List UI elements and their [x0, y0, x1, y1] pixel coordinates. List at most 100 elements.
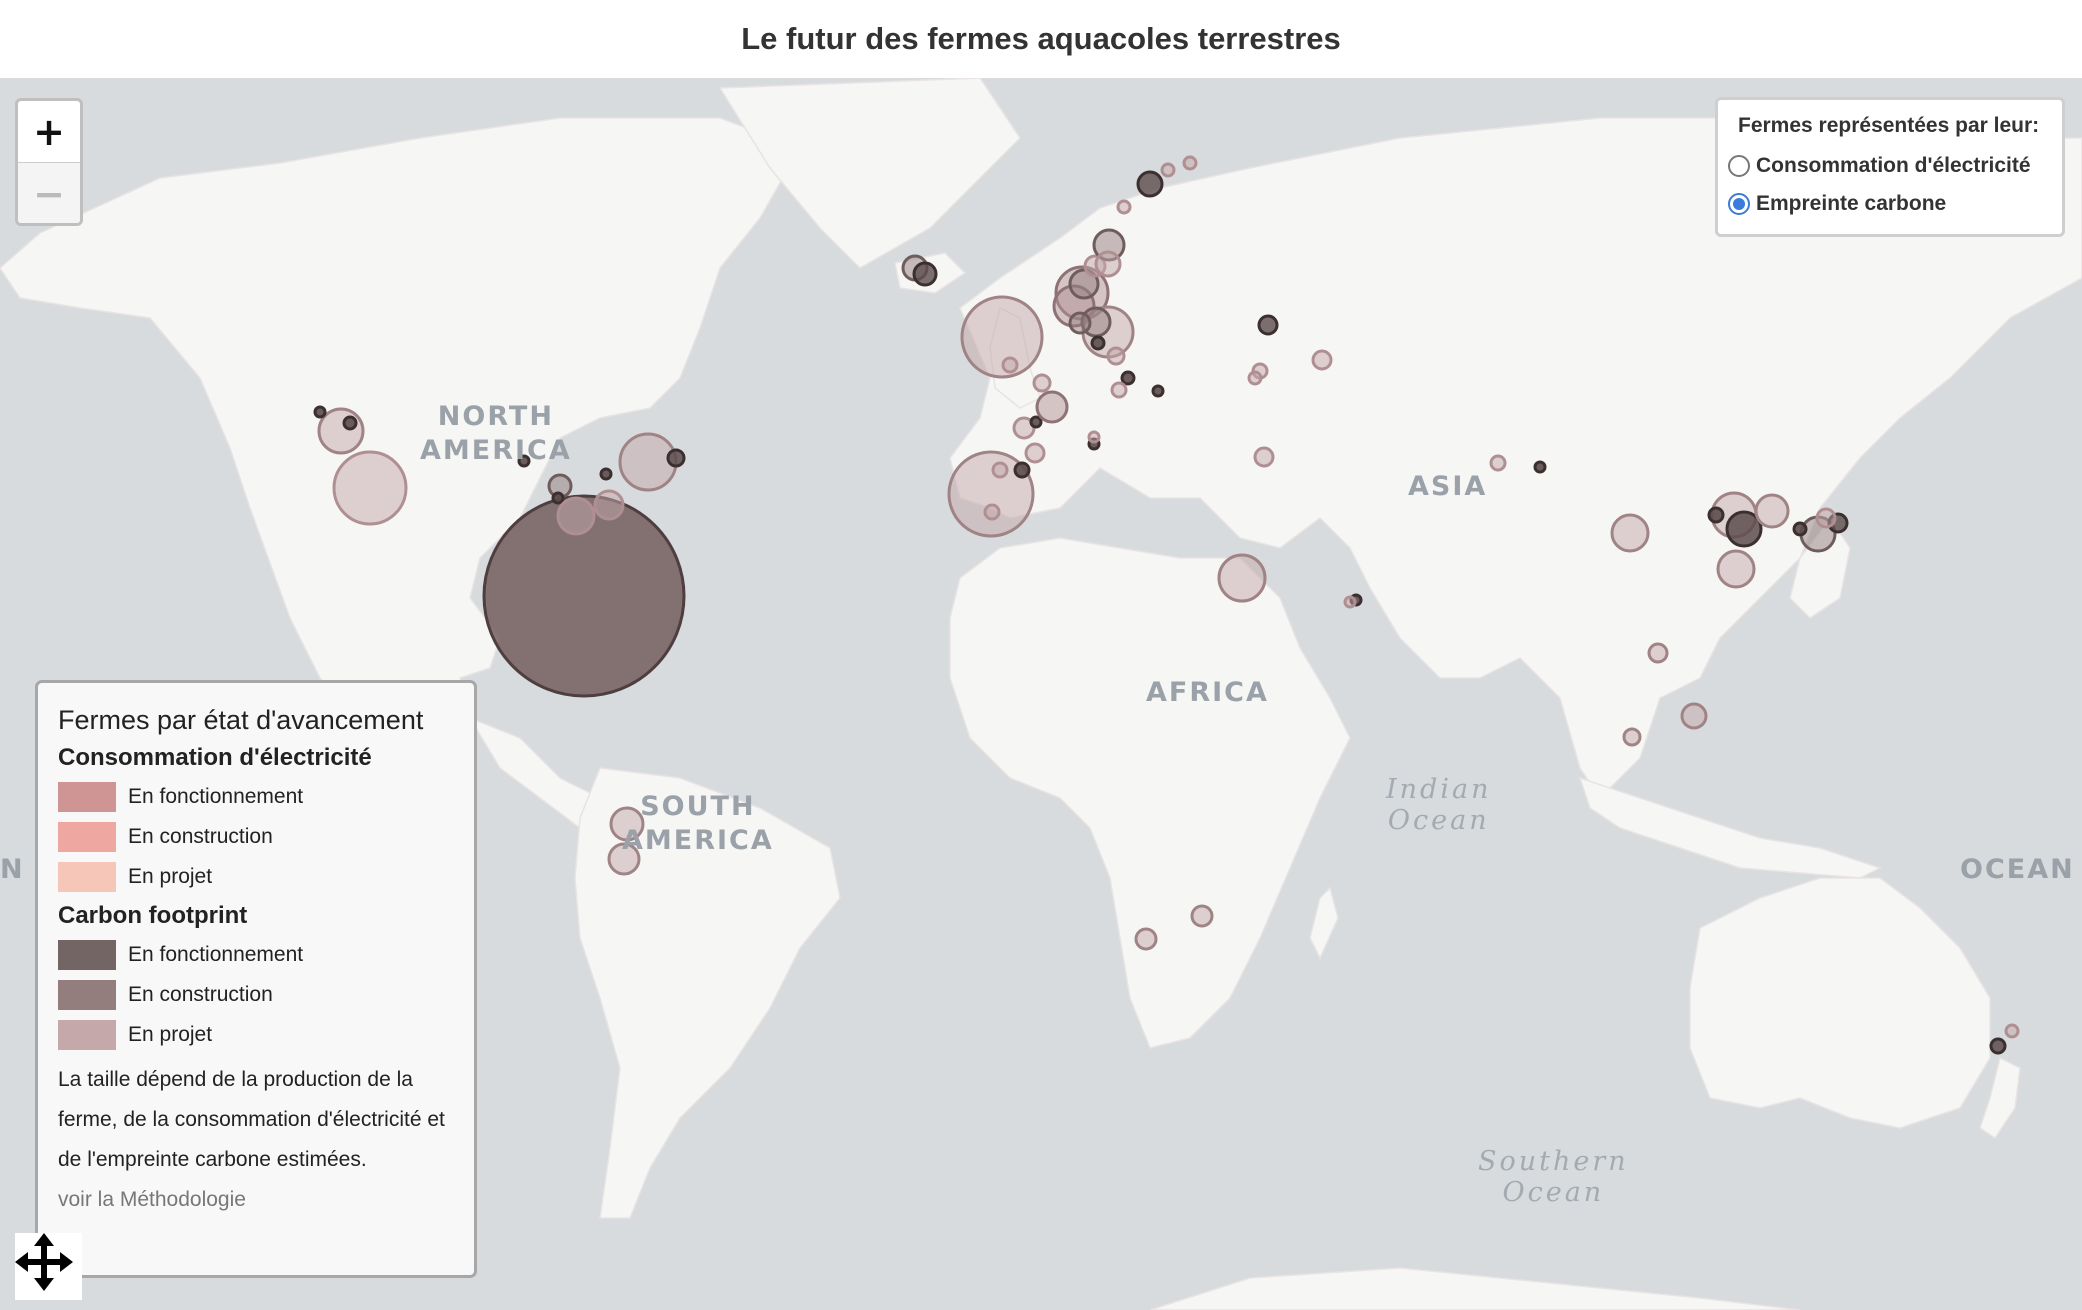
farm-marker [517, 454, 531, 468]
farm-marker [1110, 381, 1128, 399]
label-ocean-left: N [0, 854, 25, 885]
label-southern-ocean: Southern Ocean [1478, 1146, 1629, 1208]
farm-marker [983, 503, 1001, 521]
farm-marker [1754, 493, 1790, 529]
farm-marker [1120, 370, 1136, 386]
farm-marker [1253, 446, 1275, 468]
land-australia [1689, 877, 1991, 1129]
farm-marker [1257, 314, 1279, 336]
farm-marker [1160, 162, 1176, 178]
legend-item-label: En fonctionnement [128, 785, 304, 808]
farm-marker [609, 806, 645, 842]
legend-item-label: En fonctionnement [128, 943, 304, 966]
land-new-zealand [1979, 1056, 2021, 1140]
land-masses [0, 78, 2082, 1310]
farm-marker [1068, 268, 1100, 300]
legend-swatch [58, 980, 116, 1010]
farm-marker [313, 405, 327, 419]
farm-marker [1182, 155, 1198, 171]
legend-swatch [58, 940, 116, 970]
legend-item: En projet [58, 1020, 454, 1050]
farm-marker [1622, 727, 1642, 747]
farm-marker [1489, 454, 1507, 472]
farm-marker [342, 415, 358, 431]
label-indian-ocean: Indian Ocean [1386, 774, 1492, 836]
legend-heading-carbon: Carbon footprint [58, 902, 248, 929]
farm-marker [1190, 904, 1214, 928]
farm-marker [1035, 390, 1069, 424]
land-indonesia [1578, 776, 1882, 879]
farm-marker [1136, 170, 1164, 198]
farm-marker [1032, 373, 1052, 393]
radio-carbon[interactable] [1728, 193, 1750, 215]
farm-marker [912, 261, 938, 287]
farm-marker [1311, 349, 1333, 371]
farm-marker [317, 407, 365, 455]
land-madagascar [1309, 886, 1339, 960]
farm-marker [1001, 356, 1019, 374]
farm-markers [313, 155, 2020, 1055]
legend-item-label: En construction [128, 983, 273, 1006]
farm-marker [1707, 506, 1725, 524]
legend-item: En projet [58, 862, 454, 892]
farm-marker [1068, 311, 1092, 335]
farm-marker [991, 461, 1009, 479]
legend-item-label: En projet [128, 865, 213, 888]
radio-electricity[interactable] [1728, 155, 1750, 177]
land-greenland [718, 78, 1021, 269]
farm-marker [332, 450, 408, 526]
world-map[interactable]: NORTH AMERICA SOUTH AMERICA AFRICA ASIA … [0, 78, 2082, 1310]
map-canvas[interactable] [0, 78, 2082, 1310]
farm-marker [593, 489, 625, 521]
option-carbon-label: Empreinte carbone [1756, 192, 1947, 215]
land-eurasia [949, 117, 2082, 800]
farm-marker [1792, 521, 1808, 537]
farm-marker [1716, 549, 1756, 589]
representation-toggle: Fermes représentées par leur: Consommati… [1715, 97, 2065, 237]
zoom-control: + − [15, 98, 83, 226]
land-north-america [0, 117, 802, 780]
option-carbon[interactable]: Empreinte carbone [1728, 192, 2046, 216]
farm-marker [1610, 513, 1650, 553]
legend-item: En construction [58, 822, 454, 852]
farm-marker [1087, 430, 1101, 444]
legend-item-label: En construction [128, 825, 273, 848]
legend-swatch [58, 1020, 116, 1050]
farm-marker [2004, 1023, 2020, 1039]
farm-marker [1106, 346, 1126, 366]
farm-marker [1134, 927, 1158, 951]
farm-marker [1343, 595, 1357, 609]
zoom-out-button[interactable]: − [18, 163, 80, 223]
move-arrows-icon[interactable] [15, 1233, 82, 1300]
farm-marker [1815, 507, 1837, 529]
farm-marker [1024, 442, 1046, 464]
label-south-america: SOUTH AMERICA [622, 791, 774, 856]
methodology-link[interactable]: voir la Méthodologie [58, 1188, 246, 1211]
farm-marker [1247, 370, 1263, 386]
legend-panel: Fermes par état d'avancement Consommatio… [35, 680, 477, 1278]
farm-marker [1151, 384, 1165, 398]
toggle-title: Fermes représentées par leur: [1738, 114, 2040, 137]
farm-marker [1094, 250, 1122, 278]
label-africa: AFRICA [1146, 677, 1269, 708]
land-south-america [574, 767, 841, 1219]
option-electricity[interactable]: Consommation d'électricité [1728, 154, 2046, 178]
farm-marker [1647, 642, 1669, 664]
farm-marker [1989, 1037, 2007, 1055]
farm-marker [1217, 553, 1267, 603]
farm-marker [1533, 460, 1547, 474]
land-africa [949, 537, 1351, 1049]
label-north-america: NORTH AMERICA [420, 401, 572, 466]
farm-marker [1116, 199, 1132, 215]
legend-heading-electricity: Consommation d'électricité [58, 744, 372, 771]
farm-marker [599, 467, 613, 481]
legend-item: En fonctionnement [58, 782, 454, 812]
farm-marker [482, 494, 686, 698]
label-ocean-right: OCEAN [1960, 854, 2075, 885]
legend-note: La taille dépend de la production de la … [58, 1068, 445, 1171]
option-electricity-label: Consommation d'électricité [1756, 154, 2031, 177]
legend-swatch [58, 782, 116, 812]
farm-marker [1680, 702, 1708, 730]
legend-title: Fermes par état d'avancement [58, 705, 424, 735]
zoom-in-button[interactable]: + [18, 101, 80, 163]
